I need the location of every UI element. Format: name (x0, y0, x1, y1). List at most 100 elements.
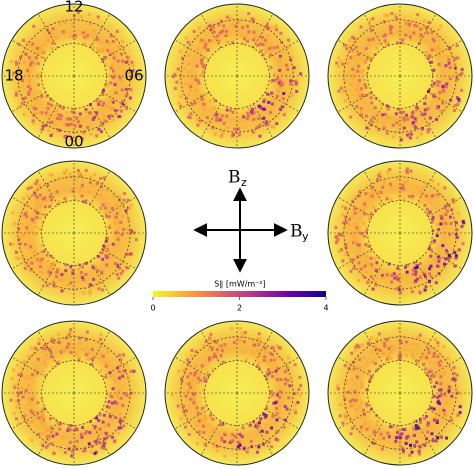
speckle (111, 387, 115, 391)
speckle (411, 110, 415, 114)
speckle (180, 56, 184, 60)
polar-plot (327, 3, 473, 149)
speckle (87, 190, 91, 194)
speckle (360, 383, 364, 387)
speckle (431, 217, 435, 221)
speckle (31, 411, 35, 415)
speckle (49, 133, 53, 137)
polar-plot (1, 320, 147, 466)
speckle (256, 43, 260, 47)
speckle (251, 352, 255, 356)
speckle (429, 248, 433, 252)
speckle (357, 261, 361, 265)
speckle (401, 38, 405, 42)
speckle (397, 357, 401, 361)
speckle (58, 341, 62, 345)
colorbar-tick-label: 4 (323, 304, 328, 313)
speckle (357, 405, 361, 409)
speckle (345, 221, 349, 225)
speckle (396, 428, 400, 432)
speckle (128, 96, 132, 100)
speckle (50, 346, 54, 350)
speckle (281, 97, 285, 101)
speckle (38, 183, 42, 187)
speckle (270, 374, 274, 378)
speckle (100, 188, 104, 192)
speckle (242, 350, 246, 354)
speckle (367, 38, 371, 42)
dashed-spoke (363, 330, 385, 366)
speckle (270, 445, 274, 449)
speckle (429, 377, 433, 381)
speckle (200, 113, 204, 117)
speckle (176, 67, 180, 71)
speckle (116, 431, 120, 435)
speckle (275, 122, 279, 126)
speckle (352, 37, 356, 41)
speckle (198, 378, 202, 382)
speckle (247, 12, 251, 16)
speckle (430, 48, 434, 52)
speckle (71, 189, 75, 193)
speckle (362, 221, 366, 225)
speckle (423, 203, 427, 207)
speckle (414, 126, 418, 130)
speckle (192, 401, 196, 405)
speckle (131, 69, 135, 73)
speckle (272, 46, 276, 50)
speckle (442, 89, 446, 93)
speckle (121, 59, 125, 63)
speckle (120, 233, 124, 237)
speckle (278, 54, 282, 58)
speckle (375, 338, 379, 342)
speckle (385, 197, 389, 201)
speckle (35, 204, 39, 208)
speckle (36, 52, 40, 56)
speckle (233, 127, 237, 131)
speckle (128, 230, 132, 234)
speckle (386, 107, 390, 111)
speckle (44, 353, 48, 357)
speckle (12, 221, 16, 225)
speckle (41, 284, 45, 288)
speckle (436, 436, 440, 440)
speckle (441, 101, 445, 105)
speckle (215, 449, 219, 453)
speckle (236, 340, 240, 344)
speckle (365, 427, 369, 431)
clock-label: 00 (64, 133, 83, 151)
speckle (398, 442, 402, 446)
speckle (189, 385, 193, 389)
speckle (382, 436, 386, 440)
speckle (377, 437, 381, 441)
speckle (379, 432, 383, 436)
speckle (375, 124, 379, 128)
speckle (390, 350, 394, 354)
speckle (180, 380, 184, 384)
speckle (262, 100, 266, 104)
speckle (422, 272, 426, 276)
speckle (284, 377, 288, 381)
speckle (265, 406, 269, 410)
speckle (21, 97, 25, 101)
speckle (79, 432, 83, 436)
speckle (50, 338, 54, 342)
speckle (36, 62, 40, 66)
speckle (422, 417, 426, 421)
speckle (36, 73, 40, 77)
speckle (418, 262, 422, 266)
speckle (220, 114, 224, 118)
speckle (428, 116, 432, 120)
speckle (458, 405, 462, 409)
dashed-spoke (101, 196, 137, 218)
speckle (253, 343, 257, 347)
speckle (90, 362, 94, 366)
speckle (403, 182, 407, 186)
speckle (67, 345, 71, 349)
speckle (338, 233, 342, 237)
speckle (9, 398, 13, 402)
speckle (190, 102, 194, 106)
speckle (370, 29, 374, 33)
speckle (283, 404, 287, 408)
speckle (37, 186, 41, 190)
